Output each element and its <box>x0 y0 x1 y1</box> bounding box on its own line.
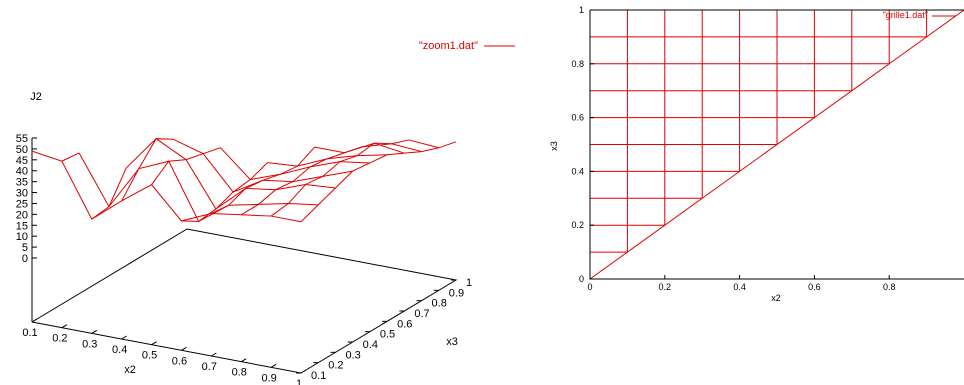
y-tick-label: 0 <box>579 274 584 284</box>
surface-col-line <box>61 152 80 162</box>
grid-lines <box>589 9 964 280</box>
x-tick-mark <box>31 318 38 323</box>
y-tick-label: 0.2 <box>328 360 343 372</box>
surface-col-line <box>181 162 268 222</box>
y-tick-label: 0.7 <box>414 308 429 320</box>
z-tick-label: 40 <box>16 166 28 178</box>
z-tick-label: 30 <box>16 188 28 200</box>
z-tick-label: 10 <box>16 231 28 243</box>
y-tick-label: 0.6 <box>397 318 412 330</box>
plot-frame <box>589 9 964 280</box>
z-tick-label: 5 <box>22 242 28 254</box>
legend-label: "grille1.dat" <box>883 10 928 20</box>
surface-3d-chart: 0.1 0.2 0.3 0.4 0.5 0.6 0.7 0.8 0.9 10.10.20.30.4… <box>16 40 515 385</box>
base-frame <box>31 228 458 374</box>
surface-row-line <box>125 138 336 210</box>
x-tick-mark <box>300 369 307 374</box>
legend: "grille1.dat" <box>883 10 956 20</box>
y-tick-label: 0.6 <box>571 113 584 123</box>
x-tick-label: 0.2 <box>659 282 672 292</box>
plot-frame-lines <box>589 10 964 280</box>
surface-row-line <box>267 154 388 167</box>
surface-col-line <box>151 147 221 185</box>
x-tick-label: 0.6 <box>172 355 187 367</box>
z-tick-label: 45 <box>16 155 28 167</box>
axis-ticks <box>31 137 456 374</box>
z-tick-label: 35 <box>16 177 28 189</box>
x-tick-label: 0.4 <box>733 282 746 292</box>
surface-col-line <box>270 139 409 217</box>
z-tick-label: 20 <box>16 209 28 221</box>
surface-row-line <box>31 150 302 223</box>
y-tick-label: 1 <box>579 5 584 15</box>
y-tick-label: 0.8 <box>432 298 447 310</box>
y-tick-label: 0.5 <box>380 329 395 341</box>
grid-diagonal-line <box>589 9 964 280</box>
z-tick-label: 25 <box>16 198 28 210</box>
axis-text: 0.1 0.2 0.3 0.4 0.5 0.6 0.7 0.8 0.9 10.10.20.30.4… <box>16 91 472 385</box>
z-axis-label: J2 <box>30 91 42 103</box>
x-axis-label: x2 <box>124 364 136 376</box>
axis-text: 0 0.2 0.4 0.6 0.8 0 0.2 0.4 0.6 0.8 1 x2 x3 <box>549 5 895 303</box>
x-tick-mark <box>181 346 187 351</box>
surface-row-line <box>220 147 370 181</box>
x-tick-label: 0.9 <box>261 372 276 384</box>
x-tick-label: 0.5 <box>142 350 157 362</box>
x-tick-label: 0.2 <box>52 333 67 345</box>
surface-row-line <box>173 138 353 193</box>
y-tick-label: 1 <box>466 277 472 289</box>
y-tick-label: 0.8 <box>571 59 584 69</box>
x-tick-mark <box>91 329 98 334</box>
surface-col-line <box>91 167 127 220</box>
surface-row-line <box>361 143 422 153</box>
x-tick-label: 1 <box>296 378 302 385</box>
legend: "zoom1.dat" <box>419 40 515 52</box>
x-tick-label: 0.7 <box>202 361 217 373</box>
y-tick-label: 0.3 <box>345 349 360 361</box>
y-tick-label: 0.4 <box>363 339 378 351</box>
surface-wireframe <box>31 138 457 223</box>
x-tick-mark <box>121 335 127 340</box>
x-axis-label: x2 <box>771 293 781 303</box>
x-tick-mark <box>151 341 157 346</box>
x-tick-label: 0.6 <box>808 282 821 292</box>
z-tick-label: 50 <box>16 144 28 156</box>
y-tick-label: 0.4 <box>571 166 584 176</box>
x-tick-label: 0.4 <box>112 344 127 356</box>
z-tick-label: 15 <box>16 220 28 232</box>
y-tick-label: 0.9 <box>449 287 464 299</box>
x-tick-mark <box>61 324 68 329</box>
z-tick-label: 0 <box>22 253 28 265</box>
x-tick-mark <box>240 358 247 363</box>
y-tick-label: 0.2 <box>571 220 584 230</box>
x-tick-label: 0.3 <box>82 338 97 350</box>
surface-row-line <box>314 142 405 154</box>
y-tick-label: 0.1 <box>311 370 326 382</box>
x-tick-label: 0.8 <box>883 282 896 292</box>
y-axis-label: x3 <box>549 141 559 151</box>
y-axis-label: x3 <box>446 336 458 348</box>
surface-col-line <box>211 146 316 214</box>
x-tick-label: 0.8 <box>232 367 247 379</box>
x-tick-mark <box>270 363 277 368</box>
surface-col-line <box>300 141 457 223</box>
surface-row-line <box>78 152 319 223</box>
legend-label: "zoom1.dat" <box>419 40 478 52</box>
x-tick-mark <box>211 352 217 357</box>
surface-col-line <box>121 138 174 202</box>
surface-col-line <box>240 146 362 216</box>
x-tick-label: 0 <box>587 282 592 292</box>
surface-row-line <box>408 139 439 149</box>
z-tick-label: 55 <box>16 133 28 145</box>
x-tick-label: 0.1 <box>22 327 37 339</box>
